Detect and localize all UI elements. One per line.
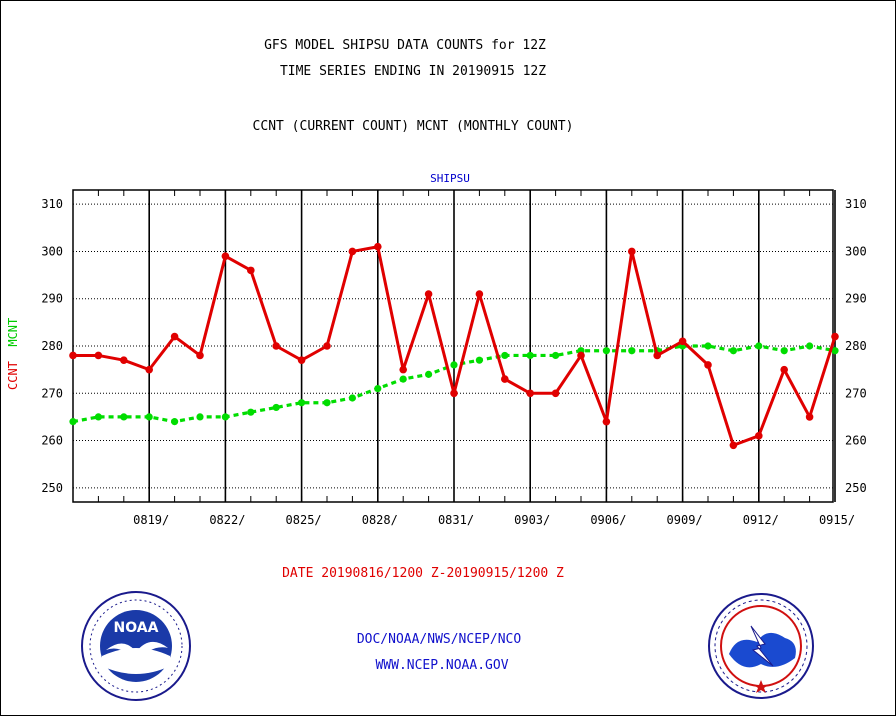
y-tick-label-right: 280 [845, 339, 867, 353]
footer-agency: DOC/NOAA/NWS/NCEP/NCO [356, 632, 522, 647]
x-tick-label: 0903/ [514, 513, 550, 527]
data-point-ccnt [348, 247, 357, 256]
data-point-ccnt [120, 356, 128, 364]
data-point-ccnt [551, 389, 560, 398]
y-tick-label-right: 270 [845, 386, 867, 400]
plot-label: SHIPSU [430, 172, 470, 185]
y-tick-label-left: 310 [41, 197, 63, 211]
data-point-ccnt [450, 389, 458, 398]
data-point-ccnt [704, 361, 712, 369]
data-point-ccnt [577, 351, 585, 360]
data-point-mcnt [425, 370, 433, 378]
data-point-mcnt [399, 375, 407, 383]
data-point-ccnt [145, 365, 153, 374]
x-tick-label: 0819/ [133, 513, 169, 527]
nws-logo [708, 593, 814, 699]
data-point-ccnt [323, 342, 331, 350]
date-range-label: DATE 20190816/1200 Z-20190915/1200 Z [282, 566, 564, 581]
data-point-mcnt [196, 413, 204, 421]
x-tick-label: 0822/ [209, 513, 245, 527]
data-point-ccnt [805, 413, 814, 421]
data-point-mcnt [780, 347, 788, 355]
data-point-mcnt [94, 413, 102, 421]
data-point-mcnt [806, 342, 814, 350]
data-point-mcnt [272, 403, 280, 412]
data-point-ccnt [297, 356, 306, 364]
x-tick-label: 0831/ [438, 513, 474, 527]
y-tick-label-left: 270 [41, 386, 63, 400]
data-point-ccnt [628, 247, 636, 256]
data-point-ccnt [399, 365, 408, 374]
data-point-mcnt [171, 418, 179, 426]
data-point-mcnt [120, 413, 128, 421]
data-point-ccnt [526, 389, 534, 398]
data-point-mcnt [475, 356, 483, 364]
x-tick-label: 0912/ [743, 513, 779, 527]
noaa-logo-text: NOAA [114, 620, 159, 636]
y-tick-label-right: 260 [845, 434, 867, 448]
x-tick-label: 0906/ [590, 513, 626, 527]
y-tick-label-left: 280 [41, 339, 63, 353]
data-point-mcnt [552, 351, 560, 360]
y-tick-label-left: 290 [41, 292, 63, 306]
chart-subtitle: CCNT (CURRENT COUNT) MCNT (MONTHLY COUNT… [252, 119, 574, 134]
data-point-mcnt [755, 342, 763, 350]
data-point-mcnt [501, 351, 509, 360]
x-tick-label: 0828/ [362, 513, 398, 527]
x-tick-label: 0915/ [819, 513, 855, 527]
data-point-ccnt [374, 242, 382, 251]
data-point-ccnt [221, 252, 230, 260]
data-point-mcnt [374, 384, 382, 393]
y-tick-label-right: 290 [845, 292, 867, 306]
data-point-ccnt [475, 290, 484, 298]
data-point-mcnt [69, 418, 77, 426]
data-point-ccnt [653, 351, 661, 360]
data-point-ccnt [755, 432, 763, 440]
data-point-mcnt [602, 347, 611, 355]
x-tick-label: 0909/ [667, 513, 703, 527]
noaa-logo: NOAA [81, 591, 191, 701]
chart-title-line2: TIME SERIES ENDING IN 20190915 12Z [279, 64, 547, 79]
data-point-mcnt [729, 347, 738, 355]
data-point-mcnt [298, 399, 306, 407]
data-point-mcnt [526, 351, 534, 360]
y-tick-label-right: 310 [845, 197, 867, 211]
y-tick-label-right: 300 [845, 244, 867, 258]
chart-title: GFS MODEL SHIPSU DATA COUNTS for 12Z [264, 38, 546, 53]
data-point-mcnt [221, 413, 229, 421]
data-point-ccnt [196, 351, 204, 360]
data-point-mcnt [831, 347, 839, 355]
y-tick-label-right: 250 [845, 481, 867, 495]
data-point-mcnt [628, 347, 636, 355]
data-point-mcnt [450, 361, 458, 369]
data-point-ccnt [678, 337, 687, 346]
data-point-mcnt [247, 408, 255, 416]
data-point-ccnt [780, 365, 788, 374]
data-point-ccnt [501, 375, 509, 383]
y-tick-label-left: 250 [41, 481, 63, 495]
x-tick-label: 0825/ [286, 513, 322, 527]
data-point-ccnt [94, 351, 103, 360]
footer-url: WWW.NCEP.NOAA.GOV [375, 658, 509, 673]
data-point-ccnt [424, 290, 433, 298]
data-point-ccnt [69, 351, 77, 360]
data-point-ccnt [602, 417, 611, 426]
data-point-ccnt [831, 332, 839, 341]
y-tick-label-left: 300 [41, 244, 63, 258]
data-point-mcnt [323, 399, 331, 407]
data-point-ccnt [170, 332, 179, 341]
data-point-ccnt [272, 342, 281, 350]
data-point-mcnt [348, 394, 356, 402]
data-point-mcnt [145, 413, 153, 421]
y-tick-label-left: 260 [41, 434, 63, 448]
data-point-ccnt [247, 266, 255, 275]
data-point-mcnt [704, 342, 712, 350]
data-point-ccnt [729, 441, 738, 450]
